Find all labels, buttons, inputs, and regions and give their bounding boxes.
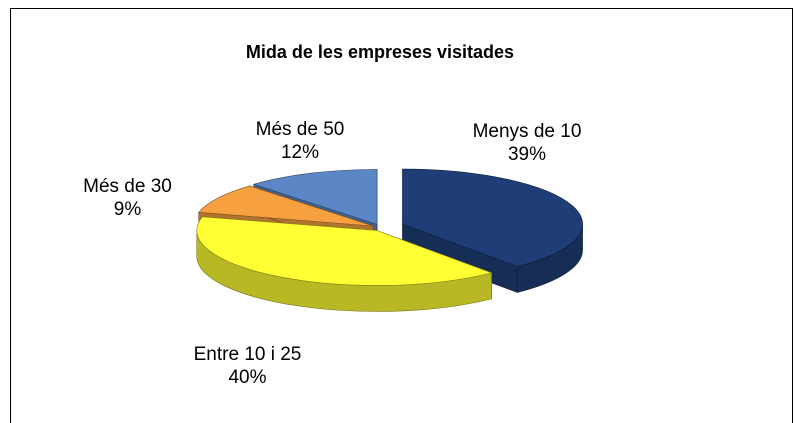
- slice-top: [198, 185, 374, 227]
- chart-border: [10, 8, 793, 423]
- category-label: Més de 50: [255, 119, 345, 140]
- category-label: Menys de 10: [472, 121, 582, 142]
- value-label: 12%: [280, 142, 320, 163]
- slice-top: [252, 169, 378, 225]
- category-label: Entre 10 i 25: [193, 344, 302, 365]
- slice-label: Més de 30 9%: [70, 175, 185, 221]
- value-label: 40%: [228, 367, 267, 388]
- chart-title: Mida de les empreses visitades: [245, 42, 515, 62]
- slice-label: Entre 10 i 25 40%: [160, 343, 335, 389]
- value-label: 39%: [507, 144, 547, 165]
- slice-top: [196, 216, 493, 286]
- category-label: Més de 30: [83, 176, 172, 197]
- slice-label: Més de 50 12%: [240, 118, 360, 164]
- value-label: 9%: [113, 199, 142, 220]
- slice-top: [402, 168, 583, 267]
- slice: [196, 216, 493, 312]
- slice: [402, 168, 583, 293]
- slice-label: Menys de 10 39%: [462, 120, 592, 166]
